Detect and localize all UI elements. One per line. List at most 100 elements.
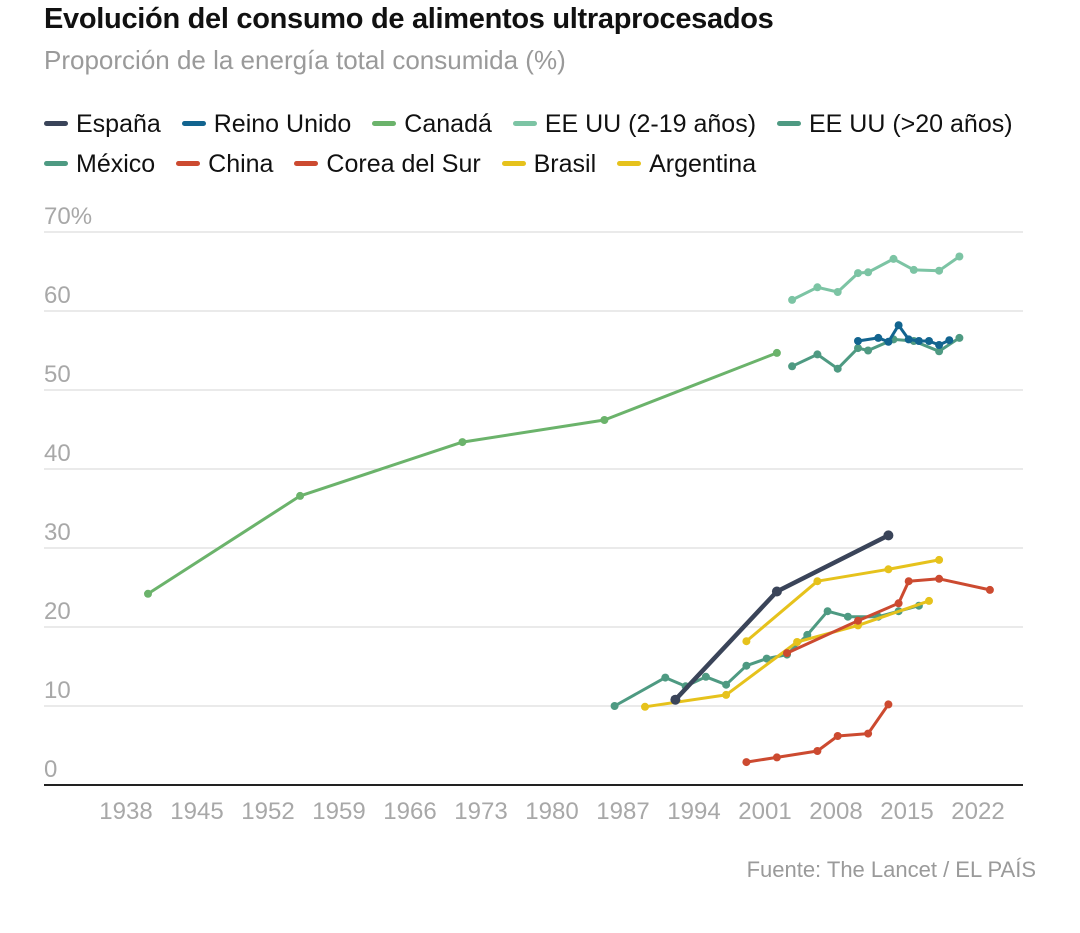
data-point [985, 585, 994, 594]
data-point [793, 638, 802, 646]
legend-item: Corea del Sur [294, 150, 481, 178]
x-tick-label: 2022 [951, 798, 1004, 825]
x-tick-label: 1945 [170, 798, 223, 825]
chart-title: Evolución del consumo de alimentos ultra… [44, 3, 774, 35]
data-point [772, 753, 781, 762]
data-point [945, 336, 954, 345]
data-point [742, 661, 751, 670]
data-point [833, 364, 842, 373]
data-point [813, 283, 822, 292]
series-reino-unido [854, 321, 954, 349]
legend-swatch [372, 120, 397, 126]
data-point [742, 637, 751, 646]
chart-subtitle: Proporción de la energía total consumida… [44, 45, 566, 75]
data-point [670, 694, 681, 705]
legend-swatch [776, 120, 801, 126]
legend-label: EE UU (>20 años) [808, 110, 1013, 138]
data-point [884, 700, 893, 709]
x-tick-label: 1938 [99, 798, 152, 825]
legend-label: Corea del Sur [326, 150, 481, 178]
legend-item: Brasil [501, 150, 597, 178]
series-line [785, 577, 992, 655]
x-tick-label: 1987 [596, 798, 649, 825]
series-ee-uu-20-a-os- [788, 333, 964, 373]
x-tick-label: 1959 [312, 798, 365, 825]
y-tick-label: 40 [44, 440, 71, 467]
series-line [744, 702, 890, 764]
y-tick-label: 50 [44, 361, 71, 388]
series-argentina [742, 555, 944, 646]
legend-swatch [44, 120, 68, 126]
data-point [722, 690, 731, 699]
data-point [854, 337, 862, 345]
data-point [854, 616, 862, 625]
series-ee-uu-2-19-a-os- [788, 252, 964, 304]
legend-item: EE UU (>20 años) [776, 110, 1013, 138]
data-point [935, 266, 944, 275]
data-point [935, 347, 944, 356]
series-brasil [641, 596, 933, 711]
legend-item: Reino Unido [181, 110, 351, 138]
data-point [641, 702, 649, 711]
x-tick-label: 2001 [738, 798, 791, 825]
x-tick-label: 1952 [241, 798, 294, 825]
y-tick-label: 0 [44, 756, 57, 783]
data-point [661, 673, 670, 682]
data-point [914, 337, 923, 345]
legend-item: China [176, 150, 273, 178]
series-line [790, 255, 961, 302]
series-line [146, 351, 779, 596]
y-tick-label: 70% [44, 203, 92, 230]
legend-swatch [44, 160, 68, 166]
legend-swatch [501, 160, 526, 166]
legend-label: México [76, 150, 156, 178]
data-point [813, 747, 822, 755]
series-canad- [144, 348, 781, 598]
data-point [874, 333, 883, 342]
data-point [955, 333, 964, 342]
data-point [864, 346, 873, 355]
data-point [823, 607, 832, 616]
legend-label: China [208, 150, 274, 178]
data-point [833, 732, 842, 740]
data-point [144, 589, 152, 598]
data-point [889, 254, 898, 263]
y-tick-label: 20 [44, 598, 71, 625]
legend-swatch [181, 120, 206, 126]
data-point [884, 337, 893, 346]
series-china [742, 700, 893, 767]
legend-label: EE UU (2-19 años) [544, 110, 757, 138]
x-tick-label: 1973 [454, 798, 507, 825]
data-point [600, 416, 609, 424]
data-point [854, 269, 862, 278]
data-point [925, 337, 933, 345]
legend-label: Canadá [404, 110, 492, 138]
data-point [864, 268, 873, 277]
x-tick-label: 2015 [880, 798, 933, 825]
data-point [935, 555, 944, 564]
data-point [772, 348, 781, 357]
x-tick-label: 2008 [809, 798, 862, 825]
data-point [783, 649, 791, 658]
data-point [296, 491, 305, 500]
data-point [762, 654, 771, 663]
data-point [935, 574, 944, 583]
data-point [884, 565, 893, 574]
data-point [894, 321, 903, 330]
y-tick-label: 30 [44, 519, 71, 546]
data-point [904, 577, 913, 586]
source-note: Fuente: The Lancet / EL PAÍS [746, 857, 1036, 882]
data-point [894, 599, 903, 608]
series-line [744, 558, 941, 643]
legend-swatch [176, 160, 201, 166]
series-espa-a [670, 530, 894, 705]
data-point [813, 577, 822, 586]
data-point [788, 295, 797, 304]
chart-legend: España Reino Unido Canadá EE UU (2-19 añ… [44, 104, 1044, 184]
y-tick-label: 60 [44, 282, 71, 309]
data-point [458, 438, 467, 447]
legend-label: Brasil [533, 150, 597, 178]
data-point [935, 341, 944, 349]
axes: 1938 1945 1952 1959 1966 1973 1980 1987 1994 2001… [44, 784, 1023, 825]
